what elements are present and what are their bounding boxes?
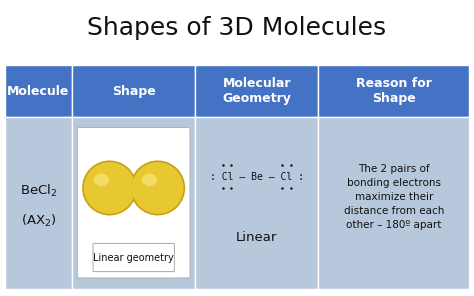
Text: The 2 pairs of
bonding electrons
maximize their
distance from each
other – 180º : The 2 pairs of bonding electrons maximiz… [344,164,444,230]
FancyBboxPatch shape [319,65,469,117]
Ellipse shape [142,173,157,186]
Text: : Cl — Be — Cl :: : Cl — Be — Cl : [210,172,304,182]
FancyBboxPatch shape [195,65,319,117]
Ellipse shape [94,173,109,186]
Text: Molecular
Geometry: Molecular Geometry [222,77,291,105]
Text: Shapes of 3D Molecules: Shapes of 3D Molecules [87,16,387,40]
Ellipse shape [84,162,136,214]
Text: Linear geometry: Linear geometry [93,252,174,263]
Text: BeCl$_2$: BeCl$_2$ [20,183,57,199]
Text: Linear: Linear [236,231,277,244]
Text: Shape: Shape [112,85,155,97]
Text: Reason for
Shape: Reason for Shape [356,77,432,105]
FancyBboxPatch shape [5,117,72,289]
Ellipse shape [130,160,185,215]
FancyBboxPatch shape [72,117,195,289]
Text: Molecule: Molecule [7,85,70,97]
FancyBboxPatch shape [5,65,72,117]
Ellipse shape [132,162,183,214]
Ellipse shape [82,160,137,215]
FancyBboxPatch shape [77,128,190,278]
FancyBboxPatch shape [72,65,195,117]
Text: (AX$_2$): (AX$_2$) [20,213,56,229]
FancyBboxPatch shape [195,117,319,289]
FancyBboxPatch shape [93,243,174,272]
FancyBboxPatch shape [319,117,469,289]
